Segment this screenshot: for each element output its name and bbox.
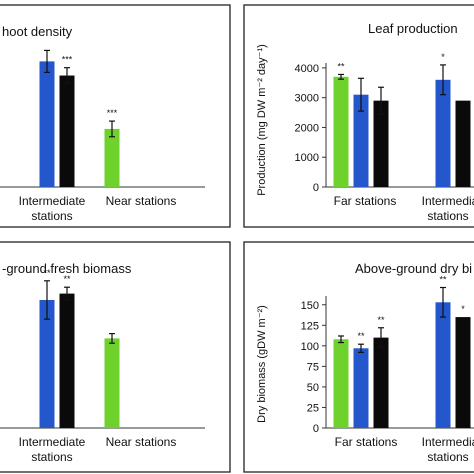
bar xyxy=(435,302,451,428)
y-tick-label: 150 xyxy=(301,300,319,312)
panel-4-y-label: Dry biomass (gDW m⁻²) xyxy=(256,305,268,423)
panel-2-y-label: Production (mg DW m⁻² day⁻¹) xyxy=(256,44,268,196)
y-tick-label: 75 xyxy=(307,361,319,373)
panel-1-title: hoot density xyxy=(2,24,73,39)
panel-4-x-label-1b: stations xyxy=(427,450,468,464)
bar xyxy=(59,75,75,187)
significance-label: ** xyxy=(377,315,385,325)
panel-2-frame xyxy=(243,4,474,228)
bar xyxy=(104,338,120,428)
bar xyxy=(39,300,55,428)
significance-label: ** xyxy=(357,331,365,341)
panel-1-x-label-0b: stations xyxy=(31,209,72,223)
significance-label: ** xyxy=(63,274,71,284)
panel-2-x-label-1b: stations xyxy=(427,209,468,223)
panel-3-frame xyxy=(0,241,231,473)
significance-label: *** xyxy=(107,108,118,118)
bar xyxy=(455,100,471,187)
significance-label: * xyxy=(441,52,445,62)
y-tick-label: 0 xyxy=(313,182,319,194)
panel-2-x-label-0: Far stations xyxy=(334,194,397,208)
bar xyxy=(333,76,349,187)
panel-4-x-label-1a: Intermedia xyxy=(422,435,474,449)
panel-2-x-label-1a: Intermediate xyxy=(422,194,474,208)
significance-label: ** xyxy=(337,61,345,71)
y-tick-label: 2000 xyxy=(295,122,319,134)
y-tick-label: 0 xyxy=(313,423,319,435)
bar xyxy=(353,348,369,428)
panel-3-x-label-1: Near stations xyxy=(106,435,177,449)
panel-4-x-label-0: Far stations xyxy=(335,435,398,449)
panel-4-frame xyxy=(243,241,474,473)
y-tick-label: 100 xyxy=(301,341,319,353)
bar xyxy=(373,100,389,187)
bar xyxy=(59,293,75,428)
bar xyxy=(104,128,120,187)
panel-3-title: -ground fresh biomass xyxy=(2,261,132,276)
panel-1-x-label-1: Near stations xyxy=(106,194,177,208)
y-tick-label: 125 xyxy=(301,320,319,332)
y-tick-label: 25 xyxy=(307,402,319,414)
significance-label: ** xyxy=(43,268,51,278)
bar xyxy=(353,94,369,187)
panel-2-title: Leaf production xyxy=(368,21,458,36)
y-tick-label: 1000 xyxy=(295,152,319,164)
panel-1-x-label-0a: Intermediate xyxy=(19,194,86,208)
bar xyxy=(373,337,389,428)
y-tick-label: 50 xyxy=(307,382,319,394)
panel-4-title: Above-ground dry bi xyxy=(355,261,472,276)
panel-1-frame xyxy=(0,4,231,228)
panel-3-x-label-0b: stations xyxy=(31,450,72,464)
significance-label: * xyxy=(461,304,465,314)
bar xyxy=(435,79,451,187)
y-tick-label: 3000 xyxy=(295,93,319,105)
bar xyxy=(39,61,55,187)
significance-label: ** xyxy=(439,275,447,285)
y-tick-label: 4000 xyxy=(295,63,319,75)
bar xyxy=(455,317,471,428)
significance-label: *** xyxy=(62,55,73,65)
bar xyxy=(333,339,349,428)
panel-3-x-label-0a: Intermediate xyxy=(19,435,86,449)
